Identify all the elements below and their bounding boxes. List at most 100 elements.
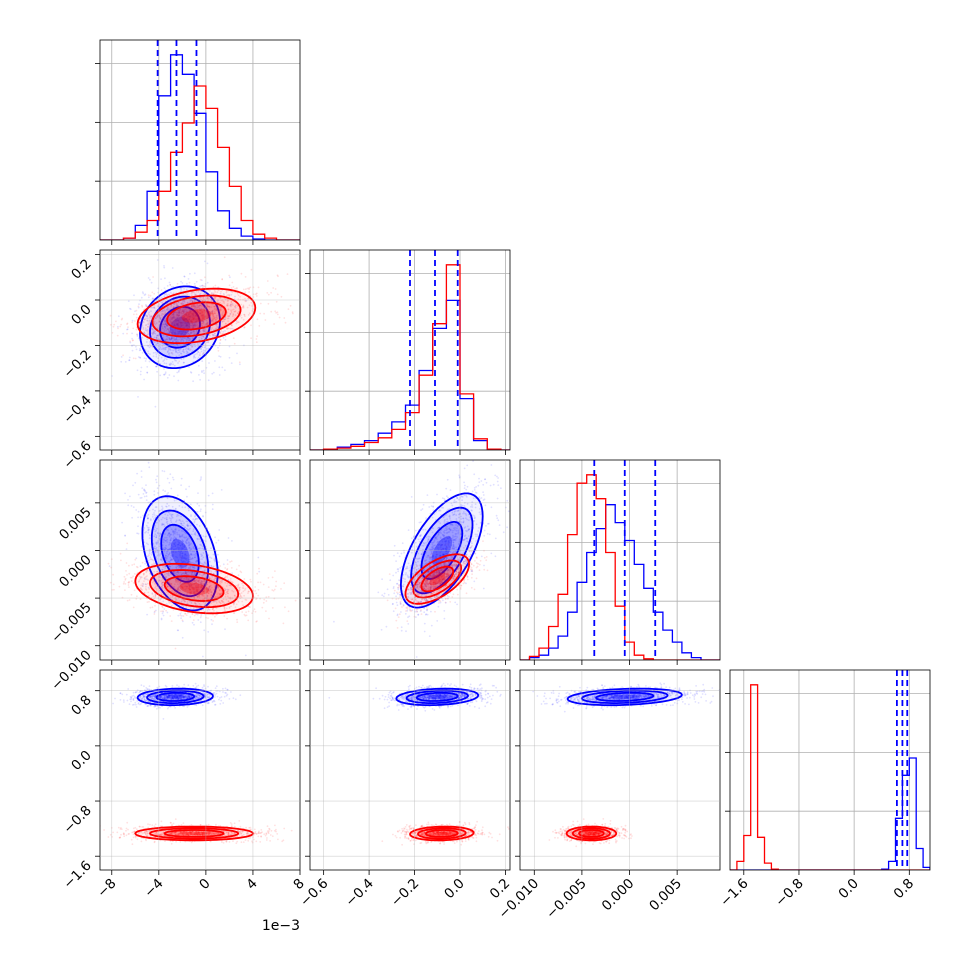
scatter-point: [163, 373, 166, 376]
scatter-point: [138, 349, 141, 352]
scatter-point: [226, 617, 229, 620]
scatter-point: [212, 305, 215, 308]
scatter-point: [176, 324, 179, 326]
scatter-point: [162, 581, 165, 584]
scatter-point: [203, 351, 205, 354]
scatter-point: [138, 458, 140, 460]
scatter-point: [227, 304, 229, 307]
scatter-point: [243, 578, 246, 580]
scatter-point: [232, 590, 235, 593]
scatter-point: [172, 292, 175, 294]
scatter-point: [163, 573, 166, 576]
scatter-point: [197, 343, 199, 346]
scatter-point: [182, 340, 185, 342]
scatter-point: [215, 613, 218, 616]
scatter-point: [183, 301, 186, 303]
scatter-point: [219, 297, 221, 299]
scatter-point: [145, 571, 148, 574]
scatter-point: [184, 558, 187, 561]
scatter-point: [201, 360, 204, 362]
scatter-point: [239, 586, 242, 589]
scatter-point: [188, 316, 191, 318]
scatter-point: [177, 379, 180, 382]
scatter-point: [202, 300, 204, 302]
scatter-point: [244, 297, 246, 300]
scatter-point: [107, 562, 110, 565]
scatter-point: [145, 304, 148, 307]
scatter-point: [234, 310, 237, 312]
scatter-point: [160, 318, 163, 321]
scatter-point: [210, 570, 213, 573]
scatter-point: [182, 567, 184, 569]
scatter-point: [186, 293, 189, 296]
scatter-point: [227, 320, 230, 323]
scatter-point: [197, 583, 200, 586]
scatter-point: [185, 318, 188, 320]
scatter-point: [177, 572, 180, 574]
scatter-point: [224, 316, 227, 319]
scatter-point: [168, 363, 171, 366]
scatter-point: [162, 610, 164, 612]
scatter-point: [179, 612, 182, 615]
scatter-point: [182, 311, 185, 313]
scatter-point: [165, 362, 168, 365]
scatter-point: [231, 315, 234, 318]
scatter-point: [177, 309, 179, 312]
scatter-point: [242, 304, 245, 307]
scatter-point: [202, 320, 204, 323]
scatter-point: [211, 334, 214, 336]
scatter-point: [171, 589, 174, 592]
scatter-point: [224, 609, 226, 612]
scatter-point: [170, 517, 173, 520]
scatter-point: [250, 324, 252, 327]
scatter-point: [230, 324, 233, 326]
scatter-point: [252, 590, 255, 592]
scatter-point: [153, 493, 156, 496]
scatter-point: [176, 351, 179, 354]
scatter-point: [156, 341, 159, 344]
scatter-point: [202, 316, 205, 319]
scatter-point: [180, 302, 183, 305]
scatter-point: [200, 476, 203, 478]
scatter-point: [219, 338, 222, 341]
scatter-point: [181, 317, 183, 320]
scatter-point: [196, 324, 199, 326]
scatter-point: [123, 581, 125, 583]
scatter-point: [182, 303, 185, 305]
scatter-point: [208, 587, 210, 590]
scatter-point: [178, 312, 181, 315]
scatter-point: [201, 584, 204, 587]
scatter-point: [193, 582, 196, 585]
scatter-point: [132, 357, 135, 360]
scatter-point: [227, 537, 230, 539]
scatter-point: [202, 322, 205, 325]
scatter-point: [188, 321, 191, 323]
scatter-point: [231, 540, 233, 542]
scatter-point: [211, 372, 214, 375]
scatter-point: [198, 336, 201, 339]
scatter-point: [226, 576, 229, 578]
scatter-point: [181, 350, 184, 353]
scatter-point: [149, 353, 151, 355]
scatter-point: [191, 571, 194, 574]
scatter-point: [230, 584, 232, 587]
scatter-point: [203, 307, 206, 310]
scatter-point: [228, 606, 231, 608]
scatter-point: [250, 337, 253, 340]
scatter-blue: [108, 458, 261, 658]
scatter-point: [195, 320, 198, 323]
scatter-point: [201, 311, 204, 313]
scatter-point: [195, 581, 198, 584]
scatter-point: [219, 342, 221, 345]
scatter-point: [193, 588, 195, 591]
scatter-point: [124, 583, 127, 585]
scatter-point: [193, 614, 196, 617]
scatter-point: [278, 316, 281, 319]
scatter-point: [155, 365, 158, 368]
scatter-point: [239, 570, 242, 573]
scatter-point: [162, 578, 165, 581]
scatter-point: [169, 473, 172, 476]
scatter-point: [276, 274, 279, 277]
scatter-point: [230, 303, 233, 306]
scatter-point: [202, 336, 205, 339]
